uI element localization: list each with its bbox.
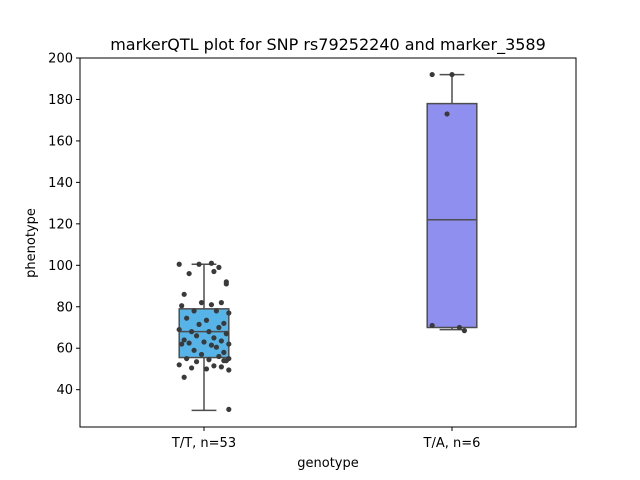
y-axis-label: phenotype bbox=[24, 208, 39, 278]
data-point bbox=[218, 300, 224, 306]
data-point bbox=[208, 342, 215, 348]
data-point bbox=[211, 363, 217, 369]
data-point bbox=[216, 353, 222, 360]
data-point bbox=[456, 324, 463, 331]
data-point bbox=[226, 367, 232, 373]
box-iqr bbox=[426, 102, 478, 329]
data-point bbox=[186, 270, 192, 277]
data-point bbox=[203, 317, 210, 323]
y-tick-label: 140 bbox=[48, 176, 73, 191]
box-group bbox=[426, 73, 478, 331]
data-point bbox=[176, 326, 182, 333]
data-point bbox=[226, 406, 232, 412]
data-point bbox=[201, 339, 207, 345]
data-point bbox=[191, 347, 197, 353]
x-axis-ticks: T/T, n=53 T/A, n=6 bbox=[171, 427, 481, 451]
plot-frame bbox=[79, 57, 577, 428]
chart-title: markerQTL plot for SNP rs79252240 and ma… bbox=[110, 35, 546, 55]
data-point bbox=[213, 344, 219, 350]
data-point bbox=[184, 315, 190, 321]
y-axis-ticks: 40 60 80 100 120 140 160 180 200 bbox=[48, 52, 80, 398]
data-point bbox=[218, 364, 224, 370]
boxes bbox=[178, 73, 478, 412]
data-point bbox=[213, 308, 219, 314]
data-point bbox=[216, 324, 222, 331]
data-point bbox=[203, 366, 210, 372]
data-point bbox=[211, 268, 217, 275]
data-point bbox=[189, 365, 195, 371]
y-tick-label: 60 bbox=[56, 342, 73, 357]
data-point bbox=[189, 329, 195, 335]
y-tick-label: 40 bbox=[56, 383, 73, 398]
data-point bbox=[198, 351, 205, 358]
x-axis-label: genotype bbox=[297, 456, 358, 471]
data-point bbox=[196, 261, 202, 267]
data-point bbox=[181, 291, 187, 297]
data-point bbox=[223, 331, 229, 337]
data-point bbox=[179, 341, 185, 347]
data-point bbox=[193, 333, 200, 339]
data-point bbox=[221, 320, 227, 326]
data-point bbox=[181, 337, 187, 343]
data-point bbox=[196, 321, 202, 327]
data-point bbox=[429, 71, 435, 78]
y-tick-label: 160 bbox=[48, 134, 73, 149]
data-point bbox=[221, 349, 227, 355]
data-point bbox=[444, 111, 450, 117]
x-tick-label: T/A, n=6 bbox=[423, 436, 481, 451]
data-point bbox=[206, 357, 212, 363]
data-point bbox=[176, 362, 182, 368]
box-group bbox=[178, 263, 230, 412]
data-point bbox=[461, 328, 467, 334]
y-tick-label: 120 bbox=[48, 217, 73, 232]
y-tick-label: 80 bbox=[56, 300, 73, 315]
data-point bbox=[208, 302, 215, 308]
data-point bbox=[181, 374, 187, 380]
data-point bbox=[193, 359, 200, 365]
data-point bbox=[226, 310, 232, 316]
data-point bbox=[179, 303, 185, 309]
points bbox=[176, 71, 467, 412]
y-tick-label: 200 bbox=[48, 52, 73, 67]
data-point bbox=[223, 281, 229, 287]
data-point bbox=[186, 340, 192, 346]
y-tick-label: 180 bbox=[48, 93, 73, 108]
data-point bbox=[221, 358, 227, 364]
data-point bbox=[226, 355, 232, 362]
data-point bbox=[449, 71, 455, 78]
data-point bbox=[226, 341, 232, 347]
data-point bbox=[198, 300, 205, 306]
data-point bbox=[429, 322, 435, 329]
data-point bbox=[216, 264, 222, 270]
data-point bbox=[208, 260, 215, 266]
data-point bbox=[211, 335, 217, 341]
y-tick-label: 100 bbox=[48, 259, 73, 274]
data-point bbox=[184, 355, 190, 362]
x-tick-label: T/T, n=53 bbox=[171, 436, 236, 451]
data-point bbox=[206, 329, 212, 335]
data-point bbox=[218, 338, 224, 344]
data-point bbox=[191, 308, 197, 314]
data-point bbox=[176, 261, 182, 267]
